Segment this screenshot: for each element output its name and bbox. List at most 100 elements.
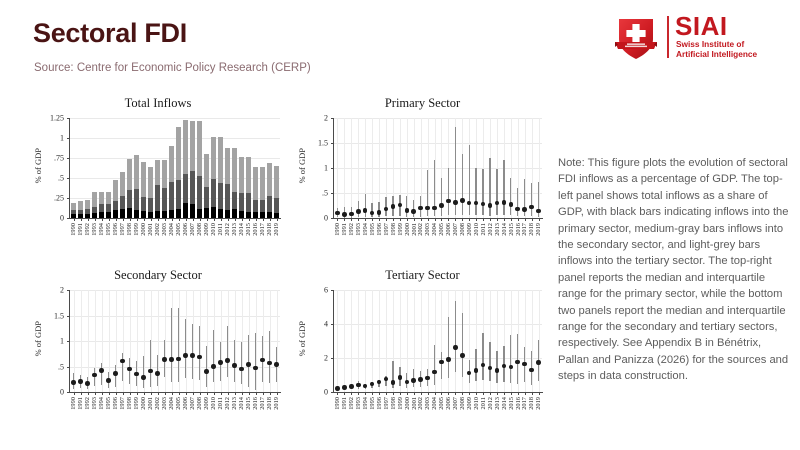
bar-segment [85, 199, 90, 210]
gridline [70, 118, 280, 119]
bar-segment [169, 182, 174, 210]
x-axis-tick-mark [87, 219, 89, 221]
y-axis-tick-mark [67, 315, 70, 317]
median-marker [376, 379, 382, 385]
vertical-gridline [531, 290, 533, 392]
bar-segment [141, 197, 146, 211]
x-axis-tick-mark [150, 219, 152, 221]
median-marker [425, 375, 430, 381]
x-axis-tick-label: 1993 [355, 223, 363, 236]
bar-segment [239, 210, 244, 218]
bar-segment [246, 193, 251, 212]
bar-segment [239, 193, 244, 211]
vertical-gridline [427, 118, 429, 218]
median-marker [342, 385, 347, 391]
y-axis-tick-label: .5 [58, 173, 64, 183]
y-axis-tick-mark [67, 366, 70, 368]
vertical-gridline [413, 290, 415, 392]
median-marker [432, 205, 437, 211]
bar-segment [134, 210, 139, 218]
x-axis-tick-label: 2000 [403, 397, 411, 410]
x-axis-tick-mark [358, 393, 360, 395]
y-axis-tick-label: 2 [324, 113, 328, 123]
interquartile-range-bar [240, 342, 243, 385]
y-axis-tick-mark [331, 392, 334, 393]
chart-panel-total-inflows: Total Inflows% of GDP 0.25.5.75 1 1.25 1990 1… [28, 96, 288, 256]
median-marker [148, 368, 153, 374]
y-axis-tick-mark [331, 143, 334, 144]
bar-segment [155, 210, 160, 218]
median-marker [480, 362, 486, 368]
x-axis-line [69, 218, 281, 219]
median-marker [480, 201, 486, 207]
vertical-gridline [441, 118, 443, 218]
gridline [334, 193, 542, 194]
x-axis-tick-mark [178, 393, 180, 395]
x-axis-tick-mark [531, 219, 533, 221]
median-marker [218, 360, 223, 365]
vertical-gridline [392, 118, 394, 218]
gridline [70, 198, 280, 199]
interquartile-range-bar [475, 348, 477, 382]
bar-segment [134, 154, 139, 190]
x-axis-tick-mark [248, 393, 250, 395]
median-marker [494, 200, 500, 206]
siai-logo: SIAI Swiss Institute of Artificial Intel… [611, 11, 791, 61]
bar-segment [106, 211, 111, 218]
interquartile-range-bar [475, 168, 477, 215]
bar-segment [260, 212, 265, 218]
bar-segment [78, 214, 83, 218]
x-axis-tick-mark [462, 219, 464, 221]
y-axis-label: % of GDP [297, 148, 307, 184]
x-axis-tick-mark [136, 393, 138, 395]
x-axis-tick-mark [372, 393, 374, 395]
x-axis-tick-mark [469, 219, 471, 221]
vertical-gridline [434, 290, 436, 392]
vertical-gridline [365, 290, 367, 392]
y-axis-tick-mark [67, 218, 70, 219]
interquartile-range-bar [100, 362, 103, 385]
interquartile-range-bar [128, 358, 131, 384]
interquartile-range-bar [447, 168, 450, 215]
x-axis-tick-mark [406, 393, 408, 395]
bar-segment [225, 183, 230, 210]
bar-segment [148, 212, 153, 218]
interquartile-range-bar [433, 344, 436, 385]
x-axis-tick-label: 1994 [362, 223, 369, 236]
interquartile-range-bar [198, 326, 201, 380]
x-axis-tick-mark [164, 219, 166, 221]
x-axis-tick-mark [434, 219, 436, 221]
vertical-gridline [351, 118, 353, 218]
y-axis-tick-label: .5 [322, 188, 328, 198]
x-axis-tick-label: 2019 [273, 397, 281, 410]
x-axis-tick-mark [101, 393, 103, 395]
interquartile-range-bar [114, 365, 117, 387]
bar-segment [253, 199, 258, 212]
vertical-gridline [420, 290, 422, 392]
median-marker [369, 381, 375, 387]
bar-segment [218, 137, 223, 183]
y-axis-tick-label: 0 [324, 213, 328, 223]
bar-segment [127, 158, 132, 190]
x-axis-tick-mark [455, 219, 457, 221]
bar-segment [127, 208, 132, 218]
y-axis-tick-mark [331, 324, 334, 325]
interquartile-range-bar [454, 127, 457, 215]
bar-segment [155, 160, 160, 186]
median-marker [204, 369, 209, 374]
median-marker [349, 384, 354, 390]
x-axis-tick-mark [248, 219, 250, 221]
page-title: Sectoral FDI [33, 18, 187, 48]
vertical-gridline [524, 290, 526, 392]
gridline [70, 315, 280, 317]
panel-title: Primary Sector [384, 96, 461, 110]
median-marker [369, 210, 375, 216]
bar-segment [113, 210, 118, 218]
x-axis-tick-label: 2019 [535, 397, 543, 410]
bar-segment [267, 211, 272, 218]
y-axis-tick-label: 2 [324, 353, 328, 363]
x-axis-tick-mark [441, 219, 443, 221]
gridline [334, 168, 542, 169]
median-marker [355, 209, 361, 214]
bar-segment [71, 214, 76, 218]
